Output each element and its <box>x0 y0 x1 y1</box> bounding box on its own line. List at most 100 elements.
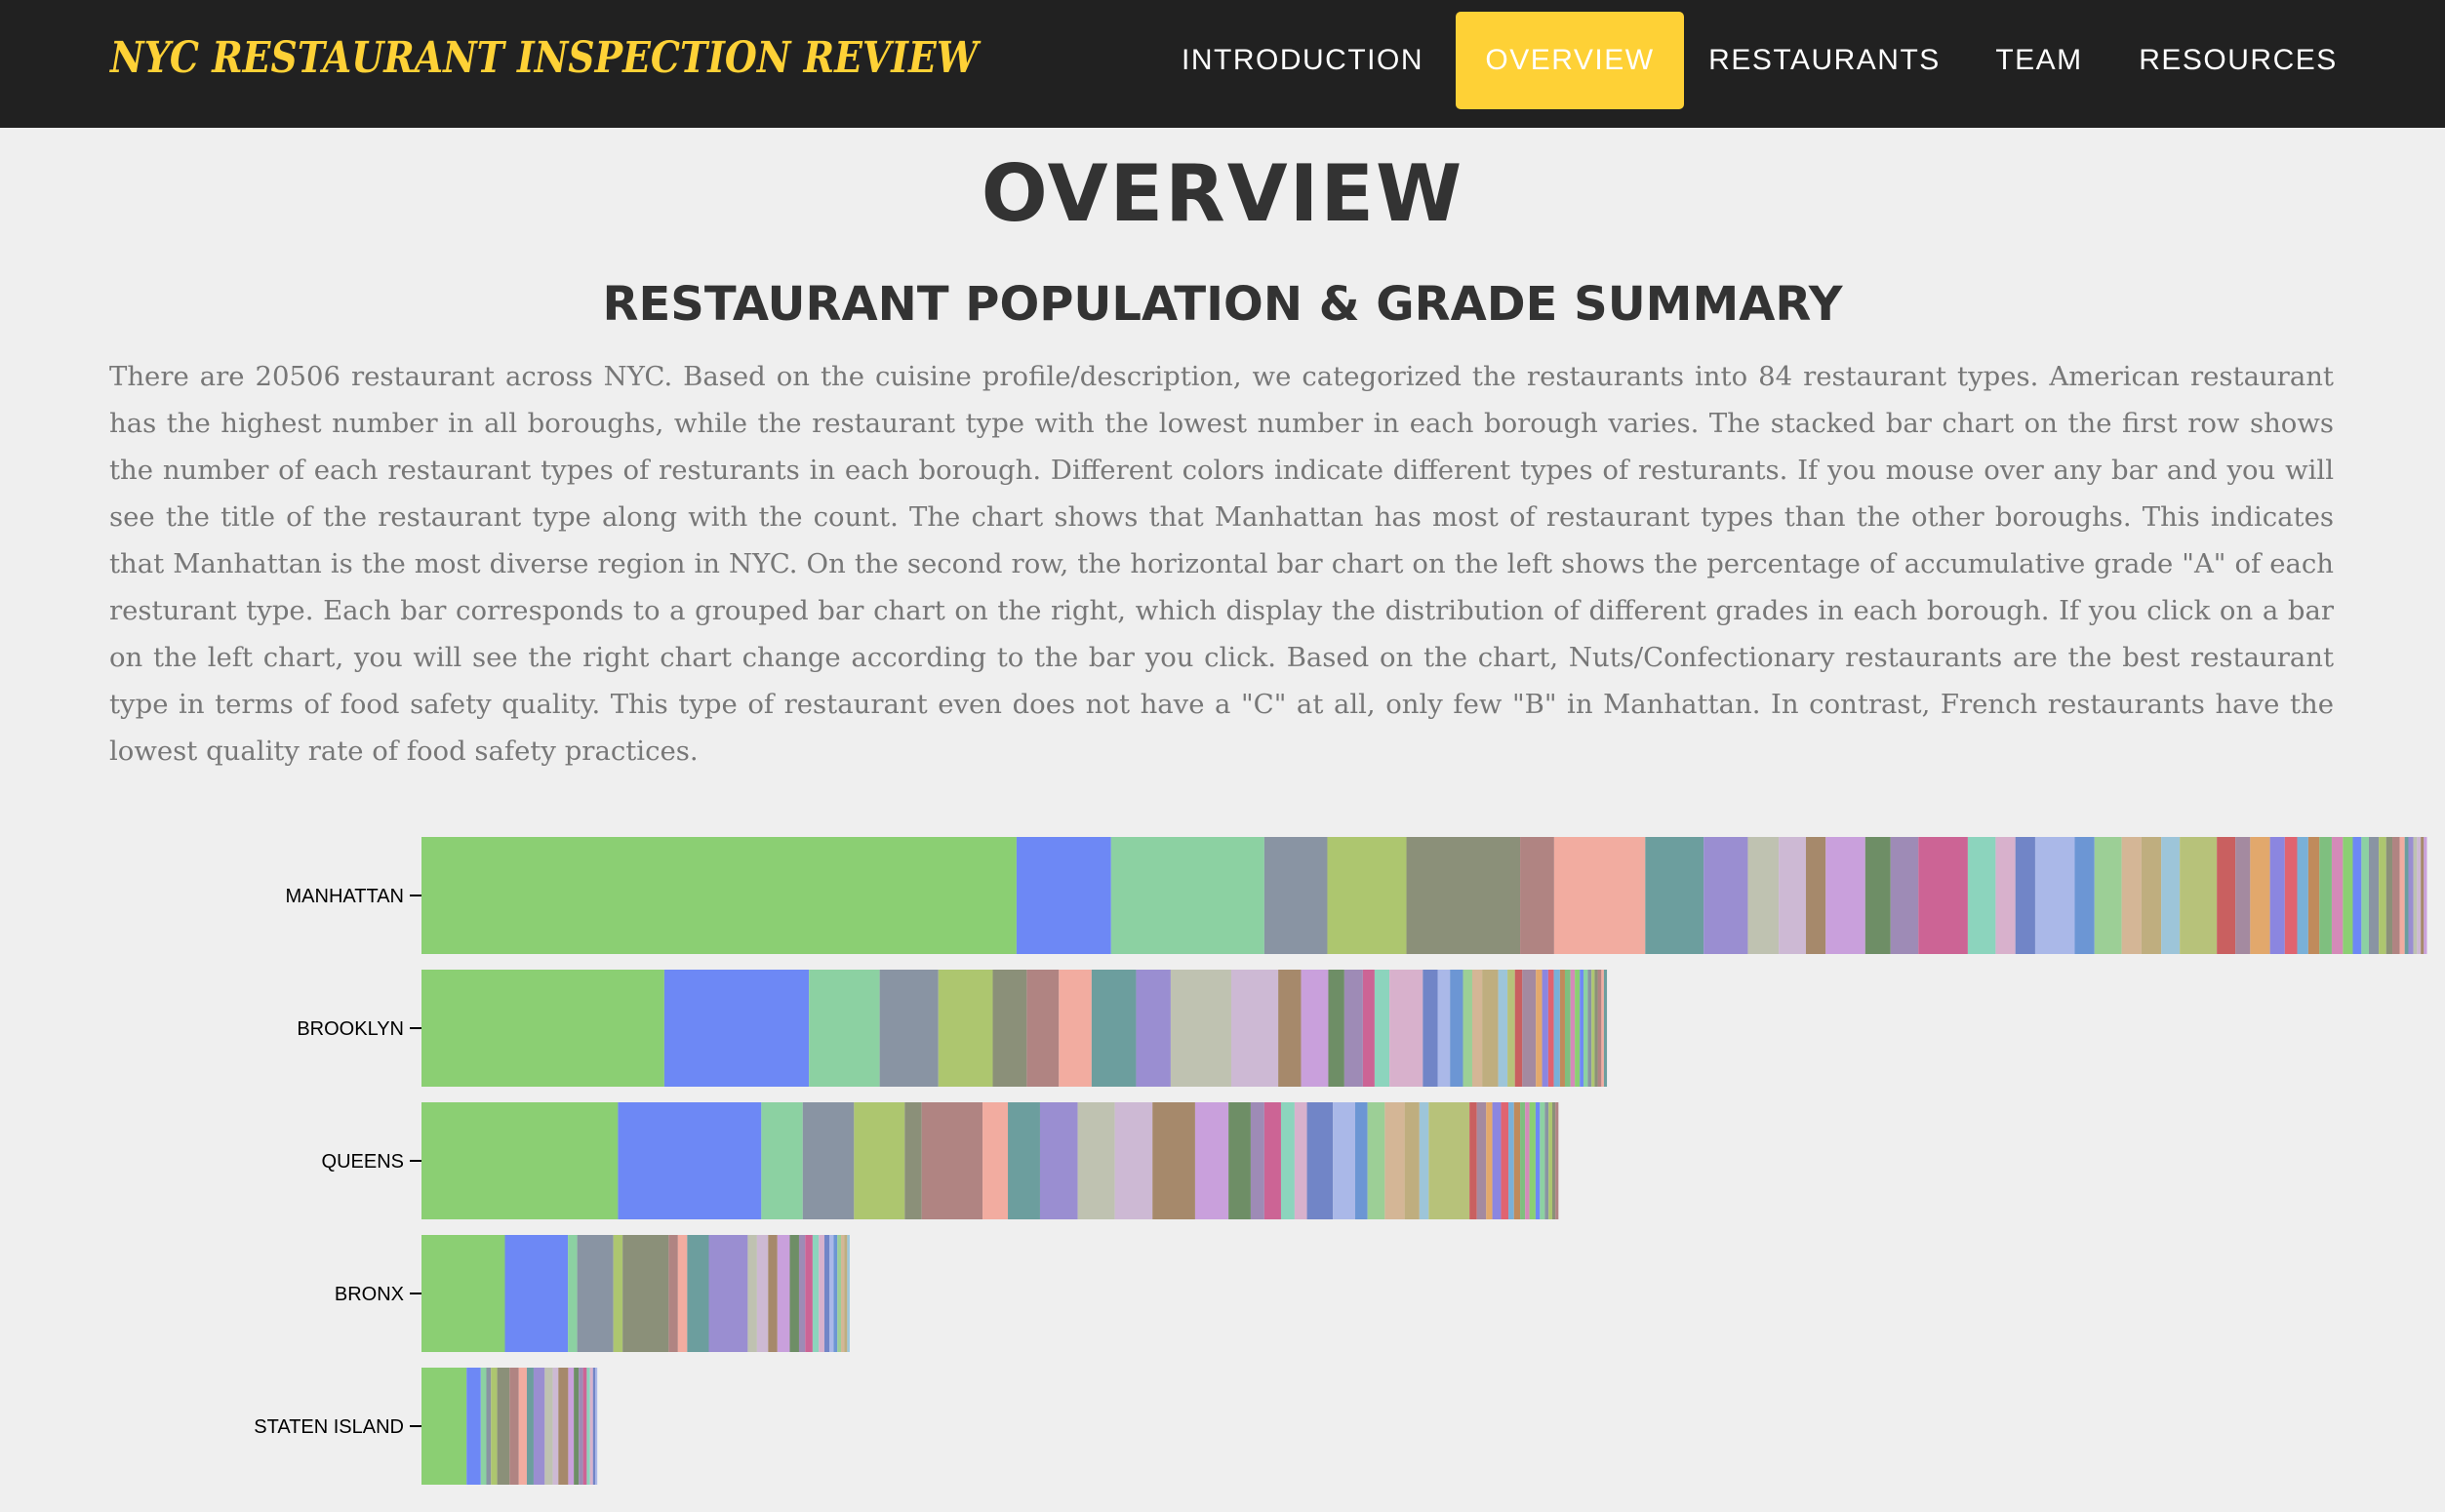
bar-segment-brooklyn-18[interactable] <box>1389 970 1423 1087</box>
bar-segment-manhattan-2[interactable] <box>1110 837 1264 954</box>
bar-segment-manhattan-39[interactable] <box>2368 837 2380 954</box>
bar-segment-queens-38[interactable] <box>1540 1102 1545 1219</box>
bar-segment-queens-11[interactable] <box>1114 1102 1153 1219</box>
bar-segment-brooklyn-7[interactable] <box>1059 970 1092 1087</box>
bar-segment-brooklyn-24[interactable] <box>1482 970 1499 1087</box>
bar-segment-manhattan-33[interactable] <box>2307 837 2320 954</box>
bar-segment-queens-13[interactable] <box>1194 1102 1229 1219</box>
bar-segment-manhattan-42[interactable] <box>2392 837 2400 954</box>
bar-segment-bronx-10[interactable] <box>747 1235 757 1352</box>
bar-segment-queens-34[interactable] <box>1520 1102 1526 1219</box>
bar-segment-brooklyn-27[interactable] <box>1514 970 1523 1087</box>
bar-segment-brooklyn-43[interactable] <box>1601 970 1604 1087</box>
bar-segment-brooklyn-17[interactable] <box>1374 970 1390 1087</box>
nav-team[interactable]: TEAM <box>1995 44 2083 76</box>
bar-segment-staten-island-18[interactable] <box>589 1368 593 1485</box>
nav-restaurants[interactable]: RESTAURANTS <box>1708 44 1941 76</box>
bar-segment-bronx-21[interactable] <box>833 1235 838 1352</box>
bar-segment-queens-2[interactable] <box>761 1102 803 1219</box>
bar-segment-staten-island-20[interactable] <box>595 1368 598 1485</box>
bar-segment-queens-41[interactable] <box>1552 1102 1556 1219</box>
bar-segment-brooklyn-3[interactable] <box>879 970 939 1087</box>
bar-segment-manhattan-30[interactable] <box>2269 837 2285 954</box>
bar-segment-brooklyn-8[interactable] <box>1091 970 1137 1087</box>
bar-segment-bronx-11[interactable] <box>756 1235 769 1352</box>
bar-segment-queens-24[interactable] <box>1404 1102 1420 1219</box>
bar-segment-brooklyn-28[interactable] <box>1522 970 1537 1087</box>
bar-segment-manhattan-18[interactable] <box>1995 837 2016 954</box>
bar-segment-brooklyn-11[interactable] <box>1230 970 1279 1087</box>
bar-segment-bronx-6[interactable] <box>668 1235 678 1352</box>
bar-segment-staten-island-0[interactable] <box>421 1368 467 1485</box>
bar-segment-queens-10[interactable] <box>1077 1102 1115 1219</box>
bar-segment-brooklyn-1[interactable] <box>663 970 810 1087</box>
bar-segment-staten-island-11[interactable] <box>552 1368 559 1485</box>
bar-segment-queens-6[interactable] <box>921 1102 983 1219</box>
bar-segment-manhattan-35[interactable] <box>2331 837 2344 954</box>
bar-segment-manhattan-5[interactable] <box>1406 837 1521 954</box>
nav-resources[interactable]: RESOURCES <box>2139 44 2338 76</box>
bar-segment-brooklyn-25[interactable] <box>1498 970 1508 1087</box>
bar-segment-manhattan-28[interactable] <box>2235 837 2251 954</box>
bar-segment-brooklyn-6[interactable] <box>1026 970 1060 1087</box>
bar-segment-brooklyn-36[interactable] <box>1575 970 1581 1087</box>
bar-segment-queens-16[interactable] <box>1263 1102 1281 1219</box>
bar-segment-brooklyn-5[interactable] <box>992 970 1027 1087</box>
bar-segment-manhattan-7[interactable] <box>1553 837 1646 954</box>
bar-segment-queens-9[interactable] <box>1039 1102 1078 1219</box>
bar-segment-queens-29[interactable] <box>1486 1102 1493 1219</box>
bar-segment-bronx-20[interactable] <box>829 1235 834 1352</box>
bar-segment-staten-island-16[interactable] <box>582 1368 587 1485</box>
bar-segment-staten-island-4[interactable] <box>491 1368 498 1485</box>
bar-segment-bronx-23[interactable] <box>841 1235 845 1352</box>
bar-segment-queens-36[interactable] <box>1529 1102 1536 1219</box>
bar-segment-queens-12[interactable] <box>1152 1102 1195 1219</box>
bar-segment-brooklyn-35[interactable] <box>1570 970 1576 1087</box>
bar-segment-bronx-7[interactable] <box>677 1235 688 1352</box>
bar-segment-staten-island-10[interactable] <box>544 1368 553 1485</box>
bar-segment-queens-17[interactable] <box>1280 1102 1295 1219</box>
bar-segment-staten-island-1[interactable] <box>466 1368 481 1485</box>
bar-segment-manhattan-31[interactable] <box>2284 837 2298 954</box>
bar-segment-staten-island-17[interactable] <box>586 1368 590 1485</box>
bar-segment-bronx-1[interactable] <box>504 1235 569 1352</box>
bar-segment-queens-23[interactable] <box>1384 1102 1405 1219</box>
bar-segment-brooklyn-26[interactable] <box>1507 970 1515 1087</box>
bar-segment-manhattan-20[interactable] <box>2034 837 2075 954</box>
bar-segment-manhattan-37[interactable] <box>2352 837 2362 954</box>
bar-segment-manhattan-3[interactable] <box>1263 837 1328 954</box>
bar-segment-brooklyn-9[interactable] <box>1136 970 1171 1087</box>
bar-segment-queens-19[interactable] <box>1306 1102 1334 1219</box>
bar-segment-bronx-15[interactable] <box>798 1235 806 1352</box>
bar-segment-manhattan-34[interactable] <box>2319 837 2332 954</box>
bar-segment-queens-0[interactable] <box>421 1102 619 1219</box>
bar-segment-manhattan-6[interactable] <box>1520 837 1554 954</box>
bar-segment-brooklyn-21[interactable] <box>1450 970 1463 1087</box>
bar-segment-manhattan-25[interactable] <box>2161 837 2181 954</box>
bar-segment-staten-island-15[interactable] <box>579 1368 583 1485</box>
bar-segment-queens-33[interactable] <box>1513 1102 1521 1219</box>
bar-segment-queens-40[interactable] <box>1548 1102 1552 1219</box>
bar-segment-queens-28[interactable] <box>1476 1102 1487 1219</box>
bar-segment-staten-island-12[interactable] <box>558 1368 569 1485</box>
bar-segment-manhattan-0[interactable] <box>421 837 1017 954</box>
bar-segment-queens-22[interactable] <box>1367 1102 1385 1219</box>
bar-segment-bronx-4[interactable] <box>613 1235 623 1352</box>
bar-segment-manhattan-48[interactable] <box>2421 837 2425 954</box>
bar-segment-brooklyn-44[interactable] <box>1603 970 1608 1087</box>
bar-segment-queens-27[interactable] <box>1469 1102 1477 1219</box>
bar-segment-brooklyn-31[interactable] <box>1547 970 1554 1087</box>
bar-segment-bronx-25[interactable] <box>847 1235 850 1352</box>
bar-segment-bronx-0[interactable] <box>421 1235 505 1352</box>
bar-segment-manhattan-21[interactable] <box>2074 837 2095 954</box>
bar-segment-brooklyn-33[interactable] <box>1559 970 1565 1087</box>
bar-segment-manhattan-43[interactable] <box>2399 837 2405 954</box>
bar-segment-manhattan-24[interactable] <box>2141 837 2162 954</box>
bar-segment-brooklyn-15[interactable] <box>1343 970 1363 1087</box>
bar-segment-bronx-13[interactable] <box>777 1235 790 1352</box>
bar-segment-bronx-17[interactable] <box>812 1235 820 1352</box>
bar-segment-manhattan-45[interactable] <box>2408 837 2414 954</box>
bar-segment-queens-18[interactable] <box>1294 1102 1307 1219</box>
bar-segment-queens-5[interactable] <box>904 1102 922 1219</box>
bar-segment-manhattan-36[interactable] <box>2343 837 2353 954</box>
